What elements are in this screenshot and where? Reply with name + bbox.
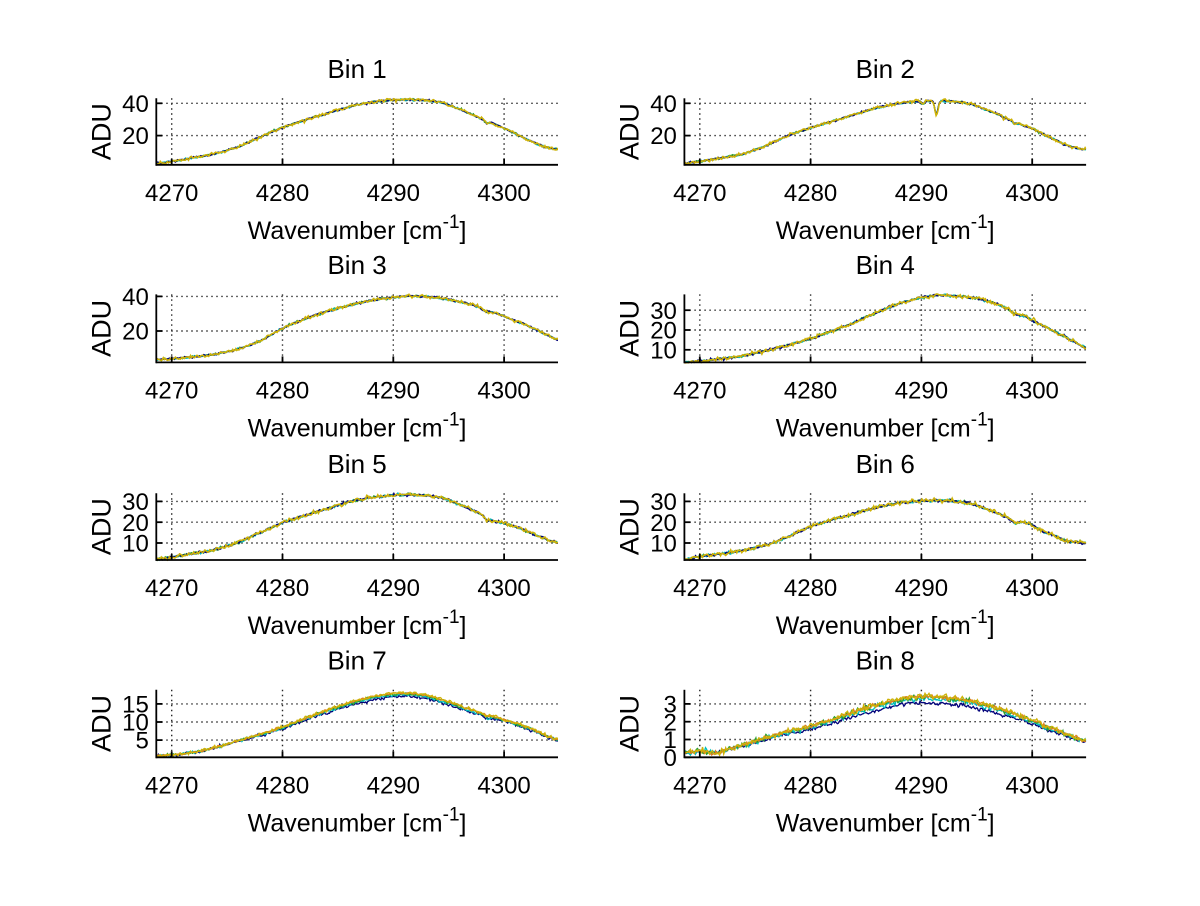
svg-text:30: 30 bbox=[122, 489, 149, 516]
svg-text:Bin 1: Bin 1 bbox=[327, 54, 386, 84]
svg-text:4300: 4300 bbox=[477, 378, 530, 405]
svg-text:30: 30 bbox=[650, 489, 677, 516]
svg-text:4300: 4300 bbox=[1006, 575, 1059, 602]
svg-text:15: 15 bbox=[122, 692, 149, 719]
svg-text:4270: 4270 bbox=[145, 575, 198, 602]
svg-text:4280: 4280 bbox=[784, 772, 837, 799]
svg-text:Wavenumber [cm-1]: Wavenumber [cm-1] bbox=[776, 212, 995, 245]
svg-text:Wavenumber [cm-1]: Wavenumber [cm-1] bbox=[248, 212, 467, 245]
svg-text:5: 5 bbox=[135, 728, 148, 755]
svg-text:ADU: ADU bbox=[86, 103, 116, 160]
svg-text:Bin 8: Bin 8 bbox=[856, 646, 915, 676]
svg-text:4270: 4270 bbox=[673, 575, 726, 602]
svg-text:20: 20 bbox=[650, 510, 677, 537]
svg-text:1: 1 bbox=[664, 727, 677, 754]
svg-text:20: 20 bbox=[122, 510, 149, 537]
svg-text:ADU: ADU bbox=[614, 103, 644, 160]
svg-text:4300: 4300 bbox=[477, 180, 530, 207]
svg-text:4270: 4270 bbox=[673, 378, 726, 405]
svg-text:4290: 4290 bbox=[895, 575, 948, 602]
svg-text:Wavenumber [cm-1]: Wavenumber [cm-1] bbox=[248, 805, 467, 838]
svg-text:Wavenumber [cm-1]: Wavenumber [cm-1] bbox=[248, 607, 467, 640]
svg-text:4300: 4300 bbox=[477, 575, 530, 602]
svg-text:ADU: ADU bbox=[614, 300, 644, 357]
svg-text:20: 20 bbox=[122, 123, 149, 150]
svg-text:Bin 7: Bin 7 bbox=[327, 646, 386, 676]
svg-text:40: 40 bbox=[650, 91, 677, 118]
svg-text:40: 40 bbox=[122, 91, 149, 118]
svg-text:4280: 4280 bbox=[784, 575, 837, 602]
svg-text:ADU: ADU bbox=[614, 695, 644, 752]
svg-text:4290: 4290 bbox=[367, 772, 420, 799]
svg-text:4290: 4290 bbox=[895, 180, 948, 207]
svg-text:4300: 4300 bbox=[1006, 378, 1059, 405]
svg-text:Wavenumber [cm-1]: Wavenumber [cm-1] bbox=[776, 607, 995, 640]
svg-text:4270: 4270 bbox=[673, 772, 726, 799]
svg-text:4290: 4290 bbox=[895, 772, 948, 799]
svg-text:Bin 5: Bin 5 bbox=[327, 449, 386, 479]
svg-text:4280: 4280 bbox=[256, 575, 309, 602]
svg-text:10: 10 bbox=[122, 531, 149, 558]
svg-text:4280: 4280 bbox=[784, 378, 837, 405]
svg-text:4290: 4290 bbox=[367, 180, 420, 207]
svg-text:4290: 4290 bbox=[367, 575, 420, 602]
svg-text:4280: 4280 bbox=[256, 772, 309, 799]
svg-text:20: 20 bbox=[650, 318, 677, 345]
svg-text:4300: 4300 bbox=[1006, 772, 1059, 799]
svg-text:4300: 4300 bbox=[1006, 180, 1059, 207]
svg-text:4290: 4290 bbox=[895, 378, 948, 405]
svg-text:ADU: ADU bbox=[86, 300, 116, 357]
svg-text:4280: 4280 bbox=[256, 378, 309, 405]
svg-text:Bin 4: Bin 4 bbox=[856, 250, 915, 280]
svg-text:ADU: ADU bbox=[86, 498, 116, 555]
svg-text:4280: 4280 bbox=[784, 180, 837, 207]
svg-text:30: 30 bbox=[650, 298, 677, 325]
svg-text:4270: 4270 bbox=[145, 180, 198, 207]
svg-text:10: 10 bbox=[650, 531, 677, 558]
svg-text:40: 40 bbox=[122, 284, 149, 311]
svg-text:20: 20 bbox=[122, 319, 149, 346]
svg-text:10: 10 bbox=[122, 710, 149, 737]
svg-text:Bin 6: Bin 6 bbox=[856, 449, 915, 479]
svg-text:Wavenumber [cm-1]: Wavenumber [cm-1] bbox=[776, 805, 995, 838]
svg-text:4270: 4270 bbox=[145, 772, 198, 799]
svg-text:4280: 4280 bbox=[256, 180, 309, 207]
svg-text:Bin 3: Bin 3 bbox=[327, 250, 386, 280]
svg-text:4290: 4290 bbox=[367, 378, 420, 405]
svg-text:3: 3 bbox=[664, 692, 677, 719]
svg-text:0: 0 bbox=[664, 745, 677, 772]
svg-text:ADU: ADU bbox=[86, 695, 116, 752]
svg-text:Wavenumber [cm-1]: Wavenumber [cm-1] bbox=[776, 410, 995, 443]
svg-text:4270: 4270 bbox=[145, 378, 198, 405]
svg-text:Wavenumber [cm-1]: Wavenumber [cm-1] bbox=[248, 410, 467, 443]
svg-text:20: 20 bbox=[650, 123, 677, 150]
svg-text:4270: 4270 bbox=[673, 180, 726, 207]
svg-text:2: 2 bbox=[664, 709, 677, 736]
svg-text:10: 10 bbox=[650, 337, 677, 364]
svg-text:Bin 2: Bin 2 bbox=[856, 54, 915, 84]
svg-text:ADU: ADU bbox=[614, 498, 644, 555]
svg-text:4300: 4300 bbox=[477, 772, 530, 799]
